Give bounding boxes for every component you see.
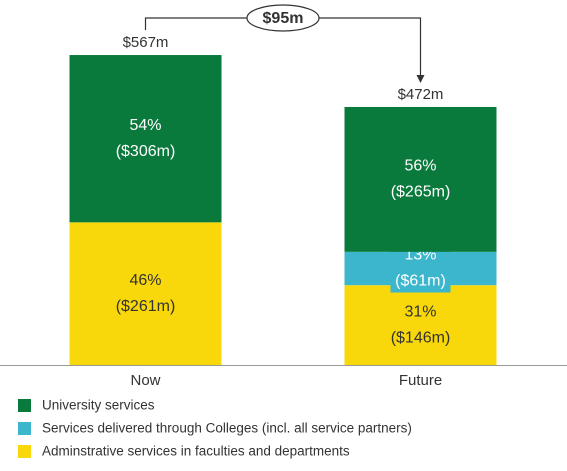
x-tick-label: Future [399,372,442,389]
arrow-head [416,74,425,83]
value-label: ($61m) [395,273,446,290]
share-label: 31% [404,303,436,320]
legend-label: University services [42,398,155,413]
share-label: 56% [404,158,436,175]
difference-bubble [246,4,320,32]
bar-segment [69,222,222,365]
share-label: 54% [129,117,161,134]
total-label: $472m [398,86,444,103]
legend-swatch [18,422,31,435]
legend-label: Services delivered through Colleges (inc… [42,421,412,436]
value-label: ($306m) [116,143,176,160]
value-label: ($146m) [391,329,451,346]
x-tick-label: Now [130,372,160,389]
legend-swatch [18,445,31,458]
value-label: ($265m) [391,184,451,201]
legend-swatch [18,399,31,412]
bar-segment [344,285,497,365]
difference-label: $95m [263,10,304,27]
share-label: 46% [129,272,161,289]
legend-label: Adminstrative services in faculties and … [42,444,350,459]
label-background [390,244,451,293]
bar-segment [344,106,497,252]
value-label: ($261m) [116,298,176,315]
bar-segment [69,55,222,223]
total-label: $567m [123,34,169,51]
